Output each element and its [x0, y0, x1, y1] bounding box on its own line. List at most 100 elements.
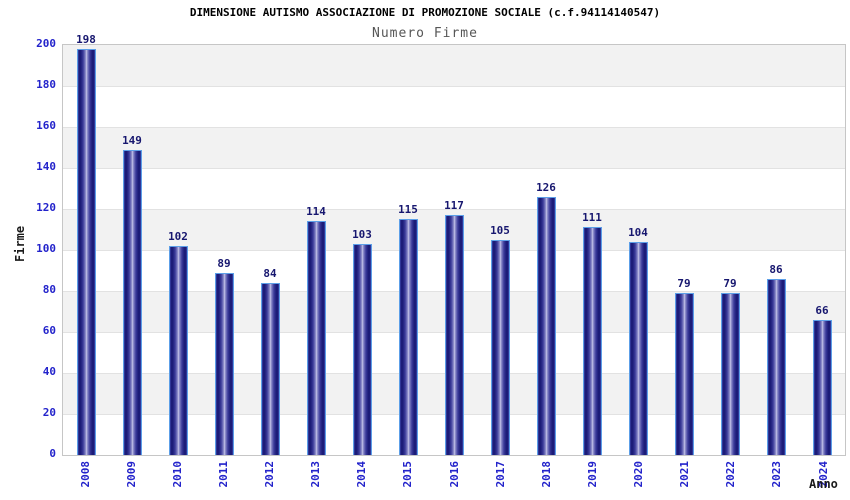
x-tick-cell: 2023 [754, 461, 800, 500]
bar-column: 102 [155, 45, 201, 455]
x-tick-cell: 2014 [339, 461, 385, 500]
grid-band [63, 45, 845, 86]
bar-value-label: 117 [444, 199, 464, 212]
x-tick-cell: 2010 [154, 461, 200, 500]
x-tick-label: 2009 [124, 461, 138, 488]
gridline [63, 209, 845, 210]
x-tick-cell: 2009 [108, 461, 154, 500]
gridline [63, 127, 845, 128]
bar-column: 79 [661, 45, 707, 455]
bar-column: 117 [431, 45, 477, 455]
y-tick-label: 80 [42, 283, 56, 296]
grid-band [63, 168, 845, 209]
bar-column: 111 [569, 45, 615, 455]
bar-column: 114 [293, 45, 339, 455]
x-tick-label: 2018 [539, 461, 553, 488]
x-tick-cell: 2017 [477, 461, 523, 500]
bar [812, 320, 832, 455]
bar-column: 198 [63, 33, 109, 455]
bar [352, 244, 372, 455]
bar-column: 103 [339, 45, 385, 455]
bar [490, 240, 510, 455]
bar-value-label: 198 [76, 33, 96, 46]
x-tick-cell: 2012 [247, 461, 293, 500]
bar [306, 221, 326, 455]
x-tick-label: 2014 [355, 461, 369, 488]
x-tick-label: 2016 [447, 461, 461, 488]
bar-column: 115 [385, 45, 431, 455]
x-tick-label: 2019 [585, 461, 599, 488]
x-tick-label: 2008 [78, 461, 92, 488]
x-tick-cell: 2022 [708, 461, 754, 500]
bar [168, 246, 188, 455]
x-tick-cell: 2013 [293, 461, 339, 500]
bar [214, 273, 234, 455]
x-tick-cell: 2011 [200, 461, 246, 500]
bar-value-label: 111 [582, 211, 602, 224]
x-tick-label: 2017 [493, 461, 507, 488]
bar-value-label: 103 [352, 228, 372, 241]
chart-subtitle: Numero Firme [372, 26, 478, 41]
bar-value-label: 79 [723, 277, 737, 290]
bar [76, 49, 96, 455]
y-tick-label: 160 [36, 119, 56, 132]
bar-column: 84 [247, 45, 293, 455]
y-tick-label: 0 [49, 447, 56, 460]
grid-band [63, 127, 845, 168]
bar [122, 150, 142, 455]
bar-value-label: 66 [815, 304, 829, 317]
plot-area: 198 149 102 89 84 114 103 115 117 105 126 111 104 79 7… [62, 33, 846, 456]
bar-value-label: 79 [677, 277, 691, 290]
bar-value-label: 105 [490, 224, 510, 237]
bar-value-label: 84 [263, 267, 277, 280]
x-axis-title: Anno [809, 477, 838, 491]
x-tick-cell: 2016 [431, 461, 477, 500]
chart-title: DIMENSIONE AUTISMO ASSOCIAZIONE DI PROMO… [189, 6, 661, 19]
x-tick-label: 2013 [309, 461, 323, 488]
bar [536, 197, 556, 455]
bar-column: 104 [615, 45, 661, 455]
bar [398, 219, 418, 455]
bar-columns: 198 149 102 89 84 114 103 115 117 105 126 111 104 79 7… [63, 33, 845, 455]
x-tick-cell: 2021 [662, 461, 708, 500]
y-tick-label: 120 [36, 201, 56, 214]
y-tick-label: 180 [36, 78, 56, 91]
bar [582, 227, 602, 455]
x-axis: 2008 2009 2010 2011 2012 2013 2014 2015 2016 2017… [62, 461, 846, 500]
bar-value-label: 86 [769, 263, 783, 276]
bar-column: 79 [707, 45, 753, 455]
y-tick-label: 40 [42, 365, 56, 378]
x-tick-label: 2012 [263, 461, 277, 488]
y-axis-title: Firme [13, 225, 27, 263]
x-tick-cell: 2015 [385, 461, 431, 500]
y-axis: 0 20 40 60 80 100 120 140 160 180 200 [0, 0, 56, 500]
bar [766, 279, 786, 455]
x-tick-label: 2010 [170, 461, 184, 488]
x-tick-label: 2015 [401, 461, 415, 488]
gridline [63, 168, 845, 169]
bar-column: 149 [109, 45, 155, 455]
x-tick-label: 2020 [632, 461, 646, 488]
bar-column: 86 [753, 45, 799, 455]
bar [720, 293, 740, 455]
bar [444, 215, 464, 455]
x-tick-label: 2022 [724, 461, 738, 488]
bar-column: 105 [477, 45, 523, 455]
y-tick-label: 140 [36, 160, 56, 173]
bar-column: 66 [799, 45, 845, 455]
bar [628, 242, 648, 455]
bar-value-label: 126 [536, 181, 556, 194]
x-tick-cell: 2020 [616, 461, 662, 500]
y-tick-label: 20 [42, 406, 56, 419]
gridline [63, 86, 845, 87]
x-tick-cell: 2008 [62, 461, 108, 500]
bar-column: 126 [523, 45, 569, 455]
bar-value-label: 102 [168, 230, 188, 243]
bar-value-label: 89 [217, 257, 231, 270]
bar-value-label: 115 [398, 203, 418, 216]
bar [260, 283, 280, 455]
x-tick-label: 2023 [770, 461, 784, 488]
bar-value-label: 104 [628, 226, 648, 239]
x-tick-cell: 2019 [569, 461, 615, 500]
